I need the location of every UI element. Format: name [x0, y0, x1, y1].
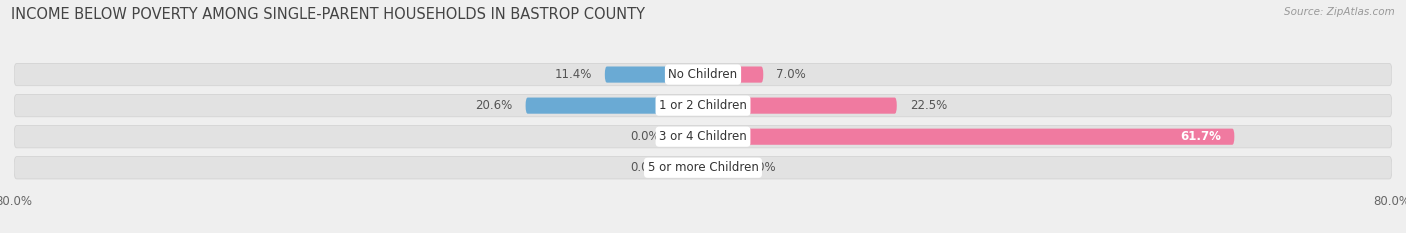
FancyBboxPatch shape: [14, 94, 1392, 117]
FancyBboxPatch shape: [673, 160, 703, 176]
FancyBboxPatch shape: [14, 63, 1392, 86]
Text: 20.6%: 20.6%: [475, 99, 513, 112]
FancyBboxPatch shape: [14, 157, 1392, 179]
FancyBboxPatch shape: [703, 66, 763, 83]
FancyBboxPatch shape: [703, 160, 733, 176]
Text: 0.0%: 0.0%: [630, 161, 659, 174]
Text: 3 or 4 Children: 3 or 4 Children: [659, 130, 747, 143]
FancyBboxPatch shape: [14, 126, 1392, 148]
Text: 5 or more Children: 5 or more Children: [648, 161, 758, 174]
Text: 11.4%: 11.4%: [554, 68, 592, 81]
FancyBboxPatch shape: [526, 98, 703, 114]
Text: 0.0%: 0.0%: [630, 130, 659, 143]
FancyBboxPatch shape: [703, 129, 1234, 145]
FancyBboxPatch shape: [605, 66, 703, 83]
Text: 61.7%: 61.7%: [1181, 130, 1222, 143]
Text: 7.0%: 7.0%: [776, 68, 806, 81]
Text: Source: ZipAtlas.com: Source: ZipAtlas.com: [1284, 7, 1395, 17]
FancyBboxPatch shape: [703, 98, 897, 114]
Text: 22.5%: 22.5%: [910, 99, 946, 112]
Text: No Children: No Children: [668, 68, 738, 81]
Text: 0.0%: 0.0%: [747, 161, 776, 174]
FancyBboxPatch shape: [673, 129, 703, 145]
Text: 1 or 2 Children: 1 or 2 Children: [659, 99, 747, 112]
Text: INCOME BELOW POVERTY AMONG SINGLE-PARENT HOUSEHOLDS IN BASTROP COUNTY: INCOME BELOW POVERTY AMONG SINGLE-PARENT…: [11, 7, 645, 22]
